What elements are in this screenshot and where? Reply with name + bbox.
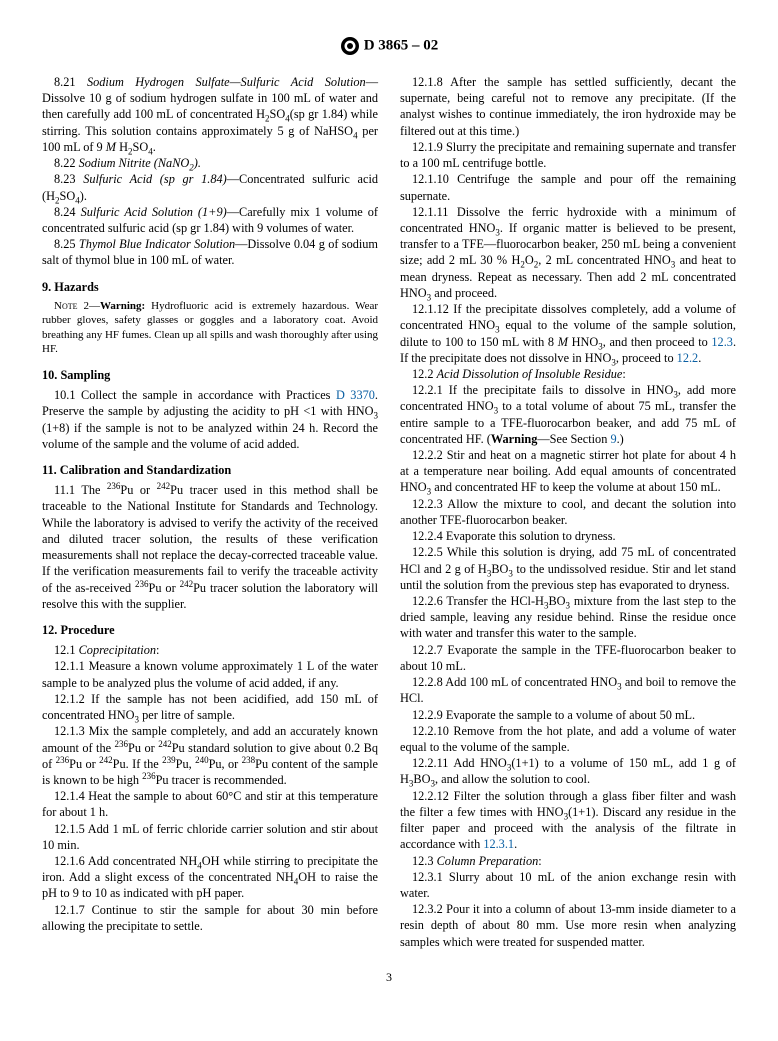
section-12-3-2: 12.3.2 Pour it into a column of about 13… xyxy=(400,901,736,950)
heading-9: 9. Hazards xyxy=(42,279,378,295)
section-12-1-6: 12.1.6 Add concentrated NH4OH while stir… xyxy=(42,853,378,902)
section-12-2-1: 12.2.1 If the precipitate fails to disso… xyxy=(400,382,736,447)
section-8-24: 8.24 Sulfuric Acid Solution (1+9)—Carefu… xyxy=(42,204,378,236)
section-12-2-3: 12.2.3 Allow the mixture to cool, and de… xyxy=(400,496,736,528)
link-12-2[interactable]: 12.2 xyxy=(677,351,699,365)
section-12-1-7: 12.1.7 Continue to stir the sample for a… xyxy=(42,902,378,934)
section-12-2-4: 12.2.4 Evaporate this solution to drynes… xyxy=(400,528,736,544)
heading-12: 12. Procedure xyxy=(42,622,378,638)
section-8-22: 8.22 Sodium Nitrite (NaNO2). xyxy=(42,155,378,171)
section-11-1: 11.1 The 236Pu or 242Pu tracer used in t… xyxy=(42,482,378,612)
section-12-1-5: 12.1.5 Add 1 mL of ferric chloride carri… xyxy=(42,821,378,853)
section-8-23: 8.23 Sulfuric Acid (sp gr 1.84)—Concentr… xyxy=(42,171,378,203)
section-12-3-1: 12.3.1 Slurry about 10 mL of the anion e… xyxy=(400,869,736,901)
section-12-2-8: 12.2.8 Add 100 mL of concentrated HNO3 a… xyxy=(400,674,736,706)
section-12-1-8: 12.1.8 After the sample has settled suff… xyxy=(400,74,736,139)
section-8-21: 8.21 Sodium Hydrogen Sulfate—Sulfuric Ac… xyxy=(42,74,378,155)
section-12-2-9: 12.2.9 Evaporate the sample to a volume … xyxy=(400,707,736,723)
section-8-25: 8.25 Thymol Blue Indicator Solution—Diss… xyxy=(42,236,378,268)
note-2: Note 2—Warning: Hydrofluoric acid is ext… xyxy=(42,299,378,357)
page: D 3865 – 02 8.21 Sodium Hydrogen Sulfate… xyxy=(0,0,778,1025)
section-12-1-3: 12.1.3 Mix the sample completely, and ad… xyxy=(42,723,378,788)
link-d3370[interactable]: D 3370 xyxy=(336,388,375,402)
t: 10.1 Collect the sample in accordance wi… xyxy=(54,388,336,402)
section-12-2-7: 12.2.7 Evaporate the sample in the TFE-f… xyxy=(400,642,736,674)
section-12-1: 12.1 Coprecipitation: xyxy=(42,642,378,658)
link-12-3-1[interactable]: 12.3.1 xyxy=(483,837,514,851)
page-number: 3 xyxy=(42,970,736,985)
section-12-1-11: 12.1.11 Dissolve the ferric hydroxide wi… xyxy=(400,204,736,301)
heading-10: 10. Sampling xyxy=(42,367,378,383)
section-12-2: 12.2 Acid Dissolution of Insoluble Resid… xyxy=(400,366,736,382)
section-12-1-10: 12.1.10 Centrifuge the sample and pour o… xyxy=(400,171,736,203)
designation: D 3865 – 02 xyxy=(364,37,439,53)
link-12-3[interactable]: 12.3 xyxy=(711,335,733,349)
section-12-3: 12.3 Column Preparation: xyxy=(400,853,736,869)
section-12-1-1: 12.1.1 Measure a known volume approximat… xyxy=(42,658,378,690)
section-12-2-11: 12.2.11 Add HNO3(1+1) to a volume of 150… xyxy=(400,755,736,787)
warning-label: Warning xyxy=(491,432,537,446)
section-12-2-12: 12.2.12 Filter the solution through a gl… xyxy=(400,788,736,853)
link-9[interactable]: 9 xyxy=(610,432,616,446)
section-12-2-2: 12.2.2 Stir and heat on a magnetic stirr… xyxy=(400,447,736,496)
section-12-1-2: 12.1.2 If the sample has not been acidif… xyxy=(42,691,378,723)
section-12-1-4: 12.1.4 Heat the sample to about 60°C and… xyxy=(42,788,378,820)
astm-logo-icon xyxy=(340,36,360,56)
section-10-1: 10.1 Collect the sample in accordance wi… xyxy=(42,387,378,452)
section-12-2-6: 12.2.6 Transfer the HCl-H3BO3 mixture fr… xyxy=(400,593,736,642)
body-columns: 8.21 Sodium Hydrogen Sulfate—Sulfuric Ac… xyxy=(42,74,736,950)
section-12-1-12: 12.1.12 If the precipitate dissolves com… xyxy=(400,301,736,366)
heading-11: 11. Calibration and Standardization xyxy=(42,462,378,478)
doc-header: D 3865 – 02 xyxy=(42,36,736,56)
section-12-2-5: 12.2.5 While this solution is drying, ad… xyxy=(400,544,736,593)
section-12-1-9: 12.1.9 Slurry the precipitate and remain… xyxy=(400,139,736,171)
section-12-2-10: 12.2.10 Remove from the hot plate, and a… xyxy=(400,723,736,755)
